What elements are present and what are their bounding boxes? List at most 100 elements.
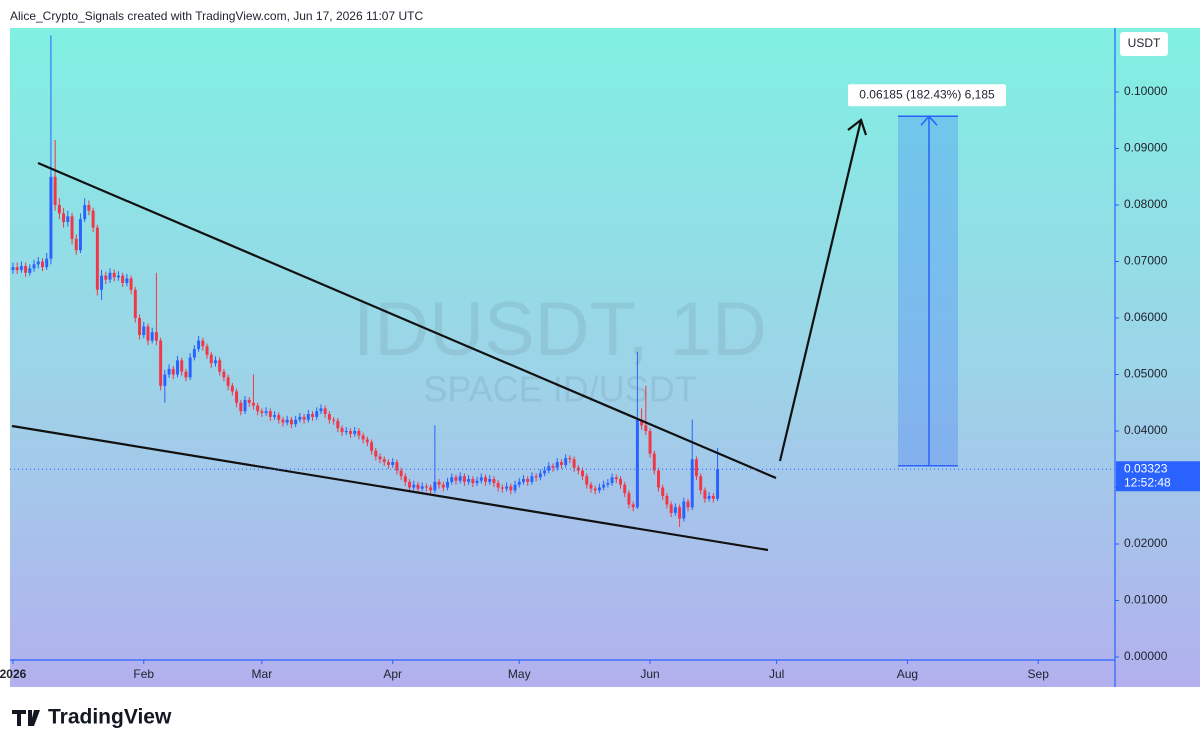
candle-body — [209, 354, 213, 364]
candle-body — [420, 486, 424, 489]
candle-body — [475, 480, 479, 483]
candle-body — [171, 368, 175, 375]
candle-body — [484, 477, 487, 482]
candle-body — [593, 488, 597, 491]
candle-body — [530, 476, 534, 482]
candle-body — [281, 419, 285, 423]
projection-arrow — [778, 118, 868, 462]
candle-body — [648, 431, 652, 454]
candle-body — [146, 326, 150, 341]
candle-body — [268, 411, 272, 417]
currency-label: USDT — [1128, 36, 1161, 50]
candle-body — [412, 484, 416, 488]
candle-body — [521, 479, 525, 482]
candle-body — [353, 431, 357, 434]
y-tick-label: 0.09000 — [1124, 141, 1168, 155]
countdown-label: 12:52:48 — [1124, 475, 1171, 489]
candle-body — [374, 450, 378, 457]
candle-body — [678, 507, 682, 519]
candle-body — [543, 470, 547, 474]
background — [10, 28, 1200, 687]
candle-body — [623, 484, 627, 494]
candle-body — [585, 476, 589, 485]
candle-body — [205, 346, 209, 355]
candle-body — [690, 459, 694, 508]
candle-body — [66, 216, 70, 222]
candle-body — [669, 504, 673, 513]
candle-body — [121, 275, 125, 283]
y-tick-label: 0.06000 — [1124, 310, 1168, 324]
candle-body — [112, 272, 116, 278]
candle-body — [78, 219, 82, 251]
candle-body — [167, 368, 171, 375]
candle-body — [370, 442, 374, 451]
y-tick-label: 0.04000 — [1124, 423, 1168, 437]
candle-body — [19, 266, 23, 270]
candle-body — [391, 462, 395, 465]
candle-body — [399, 470, 403, 477]
candle-body — [424, 486, 428, 488]
candle-body — [201, 340, 205, 347]
candle-body — [673, 507, 677, 513]
candle-body — [429, 487, 433, 491]
candle-body — [116, 275, 120, 278]
y-tick-label: 0.02000 — [1124, 536, 1168, 550]
candle-body — [239, 402, 243, 412]
candle-body — [597, 487, 601, 491]
candle-body — [45, 258, 49, 268]
x-tick-label: Aug — [897, 667, 918, 681]
candle-body — [108, 272, 112, 280]
candle-body — [192, 349, 196, 358]
candle-body — [49, 176, 53, 259]
candle-body — [365, 439, 369, 443]
candle-body — [226, 377, 230, 386]
candle-body — [28, 268, 32, 273]
candle-body — [311, 414, 314, 417]
candle-body — [492, 479, 496, 483]
x-tick-label: May — [508, 667, 531, 681]
candle-body — [361, 435, 365, 440]
candle-body — [133, 289, 137, 319]
candle-body — [142, 326, 146, 335]
candle-body — [319, 408, 323, 412]
candle-body — [471, 479, 475, 483]
candle-body — [11, 267, 15, 270]
y-tick-label: 0.08000 — [1124, 197, 1168, 211]
candle-body — [551, 466, 555, 468]
candle-body — [332, 419, 336, 421]
candle-body — [154, 332, 158, 341]
candle-body — [294, 419, 298, 425]
candle-body — [559, 462, 563, 465]
candle-body — [657, 470, 660, 488]
candle-body — [15, 267, 19, 270]
candle-body — [302, 416, 306, 420]
candle-body — [247, 399, 251, 403]
watermark-subtitle: SPACE ID/USDT — [423, 369, 696, 410]
candle-body — [538, 473, 542, 478]
candle-body — [589, 484, 593, 489]
candle-body — [408, 481, 412, 488]
candle-body — [509, 486, 513, 491]
candle-body — [382, 459, 386, 463]
measure-arrow — [920, 115, 938, 466]
candle-body — [340, 428, 344, 433]
candle-body — [635, 419, 639, 508]
candle-body — [36, 261, 40, 265]
candle-body — [433, 481, 437, 491]
candle-body — [694, 459, 698, 477]
x-tick-label: Feb — [133, 667, 154, 681]
last-price-label: 0.03323 — [1124, 461, 1168, 475]
y-tick-label: 0.01000 — [1124, 593, 1168, 607]
candle-body — [83, 205, 87, 220]
candle-body — [505, 486, 509, 489]
x-tick-label: Mar — [252, 667, 273, 681]
x-tick-label: 2026 — [0, 667, 27, 681]
candle-body — [496, 482, 500, 488]
candle-body — [699, 476, 703, 491]
header-text: Alice_Crypto_Signals created with Tradin… — [10, 9, 423, 23]
lower-trendline — [11, 424, 769, 552]
candle-body — [218, 360, 222, 372]
measure-label: 0.06185 (182.43%) 6,185 — [859, 87, 995, 101]
candle-body — [306, 414, 310, 420]
candle-body — [707, 495, 711, 499]
